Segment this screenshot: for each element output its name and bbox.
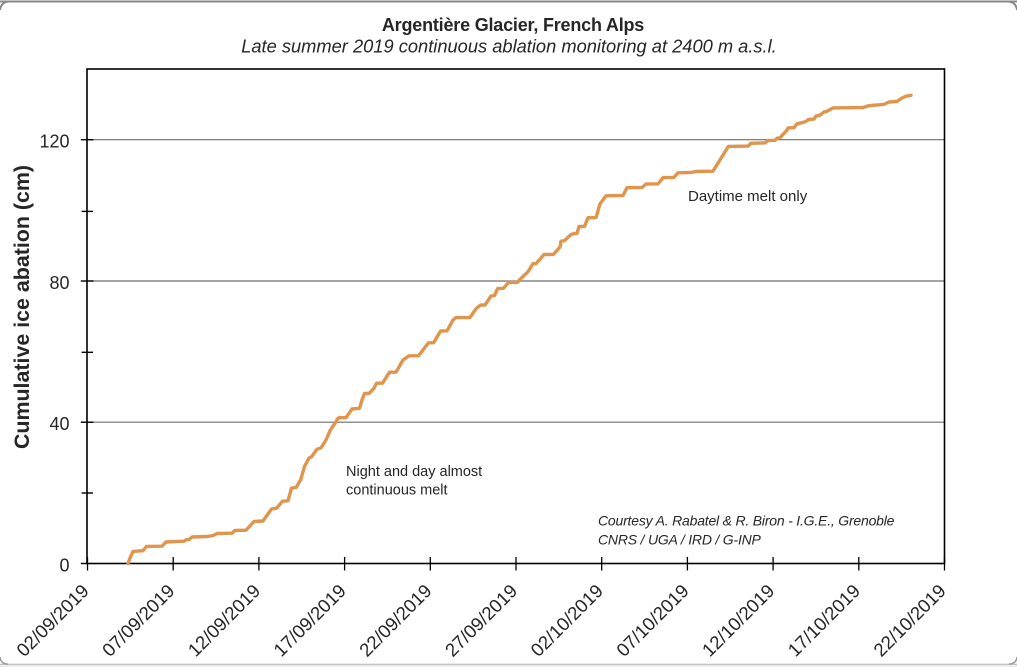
svg-text:80: 80 [49, 273, 69, 293]
svg-text:Cumulative ice abation (cm): Cumulative ice abation (cm) [10, 165, 34, 449]
svg-text:07/09/2019: 07/09/2019 [98, 580, 179, 661]
svg-text:17/10/2019: 17/10/2019 [783, 580, 864, 661]
svg-text:Courtesy A. Rabatel & R. Biron: Courtesy A. Rabatel & R. Biron - I.G.E.,… [598, 513, 895, 529]
svg-text:12/09/2019: 12/09/2019 [184, 580, 265, 661]
svg-text:continuous melt: continuous melt [346, 483, 448, 499]
svg-text:Late summer 2019 continuous ab: Late summer 2019 continuous ablation mon… [241, 36, 777, 57]
svg-text:02/10/2019: 02/10/2019 [526, 580, 607, 661]
svg-text:17/09/2019: 17/09/2019 [269, 580, 350, 661]
svg-text:40: 40 [49, 414, 69, 434]
svg-text:22/10/2019: 22/10/2019 [869, 580, 950, 661]
svg-text:07/10/2019: 07/10/2019 [612, 580, 693, 661]
svg-text:CNRS / UGA / IRD / G-INP: CNRS / UGA / IRD / G-INP [598, 532, 762, 548]
svg-text:0: 0 [59, 555, 69, 575]
svg-text:22/09/2019: 22/09/2019 [355, 580, 436, 661]
svg-text:27/09/2019: 27/09/2019 [441, 580, 522, 661]
svg-text:12/10/2019: 12/10/2019 [698, 580, 779, 661]
svg-text:02/09/2019: 02/09/2019 [12, 580, 93, 661]
svg-text:Night and day almost: Night and day almost [346, 464, 482, 480]
svg-text:Daytime melt only: Daytime melt only [688, 188, 808, 205]
svg-text:120: 120 [39, 132, 69, 152]
svg-text:Argentière Glacier, French Alp: Argentière Glacier, French Alps [382, 15, 644, 35]
